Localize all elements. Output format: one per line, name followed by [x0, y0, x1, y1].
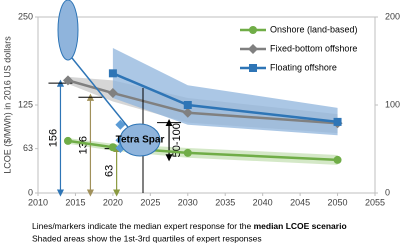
- legend-label: Onshore (land-based): [270, 24, 358, 34]
- series-marker: [183, 101, 192, 109]
- legend-marker: [249, 64, 257, 72]
- annotation-label: 63: [104, 165, 116, 177]
- annotation-label: 156: [47, 129, 59, 147]
- y-tick-label: 0: [28, 187, 33, 197]
- y2-tick-label: 200: [385, 11, 400, 21]
- quartile-band: [112, 47, 338, 136]
- x-tick-label: 2045: [290, 197, 310, 207]
- note-bold: median LCOE scenario: [254, 221, 347, 231]
- x-tick-label: 2010: [28, 197, 48, 207]
- quartile-band: [67, 138, 338, 165]
- x-tick-label: 2020: [103, 197, 123, 207]
- legend-label: Floating offshore: [270, 62, 337, 72]
- callout-shape: [57, 0, 79, 61]
- note-text: Lines/markers indicate the median expert…: [32, 221, 254, 231]
- y2-tick-label: 100: [385, 99, 400, 109]
- legend-marker: [248, 44, 258, 54]
- y2-tick-label: 0: [385, 187, 390, 197]
- series-marker: [107, 88, 118, 99]
- x-tick-label: 2030: [178, 197, 198, 207]
- series-marker: [62, 75, 73, 86]
- annotation-label: 136: [77, 136, 89, 154]
- x-tick-label: 2055: [365, 197, 385, 207]
- y-tick-label: 63: [23, 143, 33, 153]
- y-tick-label: 250: [18, 11, 33, 21]
- x-tick-label: 2035: [215, 197, 235, 207]
- series-marker: [333, 155, 342, 164]
- note: Lines/markers indicate the median expert…: [32, 221, 347, 231]
- scatter-point: [115, 119, 126, 130]
- x-tick-label: 2025: [140, 197, 160, 207]
- series-marker: [108, 69, 117, 78]
- legend-label: Fixed-bottom offshore: [270, 43, 357, 53]
- note: Shaded areas show the 1st-3rd quartiles …: [32, 233, 262, 243]
- callout-pointer: [71, 57, 133, 133]
- series-marker: [183, 148, 192, 157]
- x-tick-label: 2050: [328, 197, 348, 207]
- series-marker: [182, 107, 193, 118]
- callout-ellipse: [119, 123, 161, 157]
- annotation-label: 50-100: [171, 123, 183, 157]
- series-marker: [108, 143, 117, 152]
- x-tick-label: 2015: [65, 197, 85, 207]
- y-axis-title: LCOE ($/MWh) in 2016 US dollars: [2, 36, 12, 174]
- series-line: [67, 79, 338, 125]
- series-marker: [63, 136, 72, 145]
- series-marker: [333, 117, 342, 126]
- y-tick-label: 125: [18, 99, 33, 109]
- callout-label: Tetra Spar: [116, 135, 165, 146]
- legend-marker: [249, 26, 257, 34]
- x-tick-label: 2040: [253, 197, 273, 207]
